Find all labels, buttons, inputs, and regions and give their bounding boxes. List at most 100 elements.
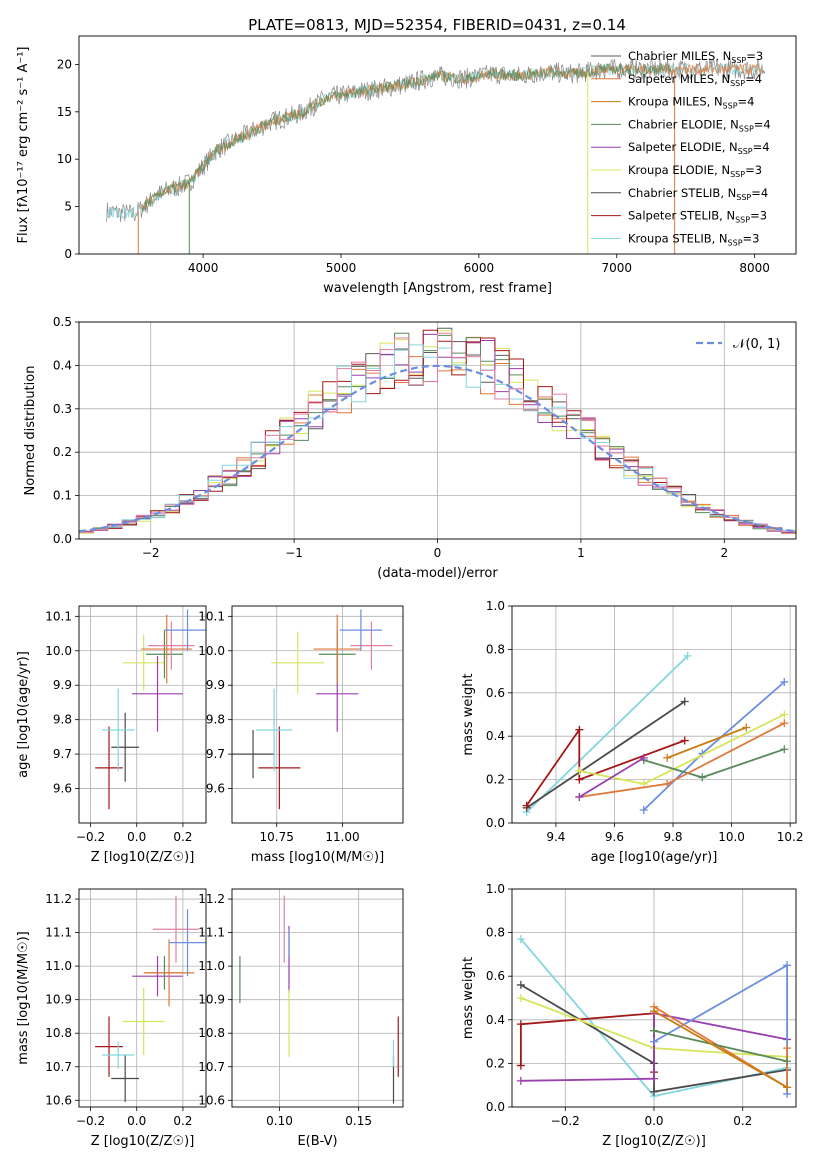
legend-label: Salpeter MILES, NSSP=4: [628, 72, 762, 88]
axes-frame: [78, 35, 797, 255]
x-axis-label: Z [log10(Z/Z☉)]: [91, 850, 195, 865]
y-tick-label: 0.6: [486, 686, 505, 700]
y-tick-label: 9.7: [53, 747, 72, 761]
x-axis-label: Z [log10(Z/Z☉)]: [602, 1134, 706, 1149]
x-axis-label: (data-model)/error: [377, 566, 498, 581]
y-tick-label: 0.5: [53, 315, 72, 329]
x-tick-label: 9.8: [663, 830, 682, 844]
weight-marker: [639, 753, 648, 762]
weight-marker: [516, 1061, 525, 1070]
y-tick-label: 0.3: [53, 402, 72, 416]
plot-area-age_vs_Z: [95, 609, 206, 810]
y-tick-label: 0.0: [486, 1100, 505, 1114]
legend-label: Chabrier ELODIE, NSSP=4: [628, 117, 771, 133]
y-tick-label: 0.6: [486, 969, 505, 983]
y-tick-label: 0.1: [53, 489, 72, 503]
y-tick-label: 10.9: [198, 993, 225, 1007]
weight-marker: [680, 736, 689, 745]
x-tick-label: 4000: [188, 261, 219, 275]
x-tick-label: 7000: [601, 261, 632, 275]
weight-marker: [663, 779, 672, 788]
y-tick-label: 0.4: [486, 1013, 505, 1027]
y-tick-label: 11.1: [45, 926, 72, 940]
weight-marker: [783, 1057, 792, 1066]
x-tick-label: 0.0: [127, 830, 146, 844]
legend-label: Chabrier STELIB, NSSP=4: [628, 186, 768, 202]
x-tick-label: 6000: [464, 261, 495, 275]
weight-marker: [516, 1076, 525, 1085]
y-tick-label: 0: [64, 247, 72, 261]
axes-frame: [511, 888, 797, 1108]
axes-frame: [78, 605, 207, 824]
y-tick-label: 9.6: [53, 782, 72, 796]
y-tick-label: 0.4: [53, 358, 72, 372]
y-tick-label: 10.7: [198, 1060, 225, 1074]
weight-marker: [516, 1020, 525, 1029]
residual-histogram: [79, 332, 796, 533]
weight-marker: [783, 1044, 792, 1053]
y-tick-label: 10.6: [198, 1093, 225, 1107]
x-axis-label: mass [log10(M/M☉)]: [251, 850, 384, 865]
y-tick-label: 15: [57, 105, 72, 119]
figure-title: PLATE=0813, MJD=52354, FIBERID=0431, z=0…: [248, 16, 626, 34]
x-tick-label: 0.0: [644, 1114, 663, 1128]
model-spectrum-line: [141, 63, 672, 212]
y-tick-label: 10.8: [45, 1026, 72, 1040]
x-tick-label: 0.10: [266, 1114, 293, 1128]
weight-marker: [650, 1007, 658, 1016]
weight-marker: [575, 725, 584, 734]
weight-marker: [783, 1083, 792, 1092]
legend-label: Chabrier MILES, NSSP=3: [628, 49, 763, 65]
y-tick-label: 10.0: [45, 644, 72, 658]
weight-series-line: [578, 757, 645, 798]
weight-marker: [650, 1087, 658, 1096]
x-tick-label: 0: [434, 546, 442, 560]
x-tick-label: −0.2: [76, 1114, 105, 1128]
y-tick-label: 20: [57, 57, 72, 71]
x-tick-label: −2: [142, 546, 160, 560]
x-tick-label: 11.00: [325, 830, 359, 844]
weight-marker: [698, 773, 707, 782]
y-tick-label: 9.9: [206, 678, 225, 692]
x-tick-label: 10.75: [260, 830, 294, 844]
y-tick-label: 10.7: [45, 1060, 72, 1074]
y-tick-label: 10.8: [198, 1026, 225, 1040]
y-tick-label: 0.2: [53, 445, 72, 459]
y-tick-label: 10.6: [45, 1093, 72, 1107]
axes-frame: [511, 605, 797, 824]
x-tick-label: 0.0: [127, 1114, 146, 1128]
y-axis-label: Normed distribution: [23, 366, 38, 496]
weight-series-line: [526, 700, 686, 809]
axes-frame: [231, 605, 404, 824]
plot-area-weight_vs_Z: [516, 935, 792, 1101]
y-tick-label: 0.2: [486, 773, 505, 787]
y-tick-label: 0.2: [486, 1056, 505, 1070]
y-tick-label: 11.2: [45, 892, 72, 906]
x-tick-label: 10.0: [718, 830, 745, 844]
y-tick-label: 0.8: [486, 642, 505, 656]
x-tick-label: 10.2: [777, 830, 804, 844]
weight-marker: [742, 723, 751, 732]
x-tick-label: 0.2: [173, 1114, 192, 1128]
legend-label: Kroupa MILES, NSSP=4: [628, 95, 754, 111]
x-tick-label: −0.2: [76, 830, 105, 844]
y-tick-label: 11.1: [198, 926, 225, 940]
y-tick-label: 9.9: [53, 678, 72, 692]
weight-series-line: [525, 726, 686, 807]
weight-series-line: [643, 681, 785, 811]
y-tick-label: 10.0: [198, 644, 225, 658]
plot-area-mass_vs_Z: [95, 895, 206, 1102]
weight-marker: [780, 745, 789, 754]
legend-label: Kroupa ELODIE, NSSP=3: [628, 163, 762, 179]
plot-area-age_vs_mass: [232, 609, 393, 810]
weight-marker: [639, 805, 648, 814]
y-tick-label: 9.6: [206, 782, 225, 796]
weight-marker: [663, 753, 672, 762]
weight-marker: [575, 792, 584, 801]
y-tick-label: 1.0: [486, 882, 505, 896]
x-tick-label: 5000: [326, 261, 357, 275]
weight-series-line: [653, 1010, 788, 1089]
x-axis-label: E(B-V): [297, 1134, 337, 1149]
y-tick-label: 9.7: [206, 747, 225, 761]
